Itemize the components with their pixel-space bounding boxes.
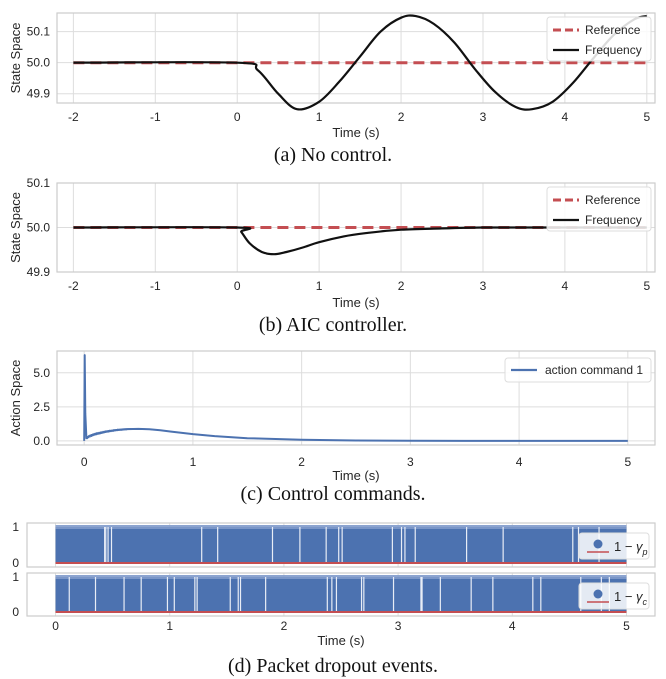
x-tick-label: 2 — [281, 619, 288, 633]
legend: 1 − γp — [578, 532, 650, 560]
legend-label-frequency: Frequency — [585, 213, 642, 227]
legend: Reference Frequency — [546, 16, 652, 62]
frequency-line — [73, 14, 648, 111]
x-axis-label: Time (s) — [332, 468, 379, 483]
x-tick-label: 0 — [234, 110, 241, 124]
figure-caption: (d) Packet dropout events. — [228, 655, 438, 677]
x-tick-label: 0 — [52, 619, 59, 633]
x-tick-label: -1 — [150, 110, 161, 124]
x-tick-label: 5 — [643, 110, 650, 124]
x-tick-label: 4 — [509, 619, 516, 633]
dropout-stems — [55, 577, 627, 612]
y-axis-label: Action Space — [8, 360, 23, 437]
y-axis-label: State Space — [8, 192, 23, 263]
x-axis-label: Time (s) — [317, 633, 364, 648]
legend-label-prefix: 1 − — [614, 539, 636, 554]
figure-caption: (b) AIC controller. — [259, 314, 407, 336]
legend-label-subscript: p — [642, 547, 648, 557]
y-tick-label: 0.0 — [33, 434, 50, 448]
plot-frame — [56, 182, 656, 273]
x-tick-label: -2 — [68, 110, 79, 124]
dropout-markers — [55, 575, 627, 579]
x-tick-label: 2 — [398, 279, 405, 293]
legend-label-frequency: Frequency — [585, 43, 642, 57]
action-command-jitter — [86, 428, 215, 440]
legend-label-reference: Reference — [585, 193, 641, 207]
x-tick-label: 2 — [298, 455, 305, 469]
x-tick-label: 0 — [81, 455, 88, 469]
y-tick-label: 1 — [12, 520, 19, 534]
legend: 1 − γc — [578, 582, 650, 610]
legend-label-reference: Reference — [585, 23, 641, 37]
y-tick-label: 0 — [12, 605, 19, 619]
plot-frame — [56, 350, 656, 446]
x-tick-label: 1 — [316, 110, 323, 124]
x-tick-label: 4 — [562, 110, 569, 124]
x-tick-label: -2 — [68, 279, 79, 293]
x-tick-label: 5 — [623, 619, 630, 633]
y-axis-label: State Space — [8, 23, 23, 94]
x-axis-label: Time (s) — [332, 125, 379, 140]
dropout-markers — [55, 525, 627, 529]
x-tick-label: 1 — [166, 619, 173, 633]
y-tick-label: 0 — [12, 556, 19, 570]
legend: action command 1 — [504, 357, 652, 383]
x-tick-label: 0 — [234, 279, 241, 293]
y-tick-label: 49.9 — [27, 265, 51, 279]
legend-marker — [593, 539, 603, 549]
legend-label-action-command: action command 1 — [545, 363, 643, 377]
x-tick-label: 1 — [190, 455, 197, 469]
x-tick-label: 4 — [516, 455, 523, 469]
legend-label-subscript: c — [643, 597, 648, 607]
x-tick-label: -1 — [150, 279, 161, 293]
legend-label-symbol: γ — [636, 589, 644, 604]
legend-label-symbol: γ — [636, 539, 644, 554]
y-tick-label: 1 — [12, 570, 19, 584]
x-tick-label: 5 — [624, 455, 631, 469]
x-tick-label: 3 — [395, 619, 402, 633]
legend-marker — [593, 589, 603, 599]
legend-label: 1 − γp — [614, 539, 648, 557]
y-tick-label: 49.9 — [27, 87, 51, 101]
legend-label-prefix: 1 − — [614, 589, 636, 604]
y-tick-label: 50.0 — [27, 221, 51, 235]
y-tick-label: 50.1 — [27, 176, 51, 190]
plot-frame — [26, 572, 656, 617]
dropout-stems — [55, 527, 627, 563]
x-tick-label: 3 — [407, 455, 414, 469]
plot-frame — [26, 522, 656, 568]
x-tick-label: 3 — [480, 110, 487, 124]
x-tick-label: 4 — [562, 279, 569, 293]
x-tick-label: 2 — [398, 110, 405, 124]
figure-caption: (c) Control commands. — [241, 483, 426, 505]
figure-caption: (a) No control. — [274, 144, 392, 166]
x-tick-label: 3 — [480, 279, 487, 293]
legend: Reference Frequency — [546, 186, 652, 232]
legend-label: 1 − γc — [614, 589, 648, 607]
y-tick-label: 50.0 — [27, 56, 51, 70]
y-tick-label: 5.0 — [33, 366, 50, 380]
y-tick-label: 2.5 — [33, 400, 50, 414]
y-tick-label: 50.1 — [27, 25, 51, 39]
x-tick-label: 1 — [316, 279, 323, 293]
plot-frame — [56, 12, 656, 104]
legend-box — [504, 357, 652, 383]
frequency-line — [73, 226, 647, 256]
x-tick-label: 5 — [643, 279, 650, 293]
x-axis-label: Time (s) — [332, 295, 379, 310]
